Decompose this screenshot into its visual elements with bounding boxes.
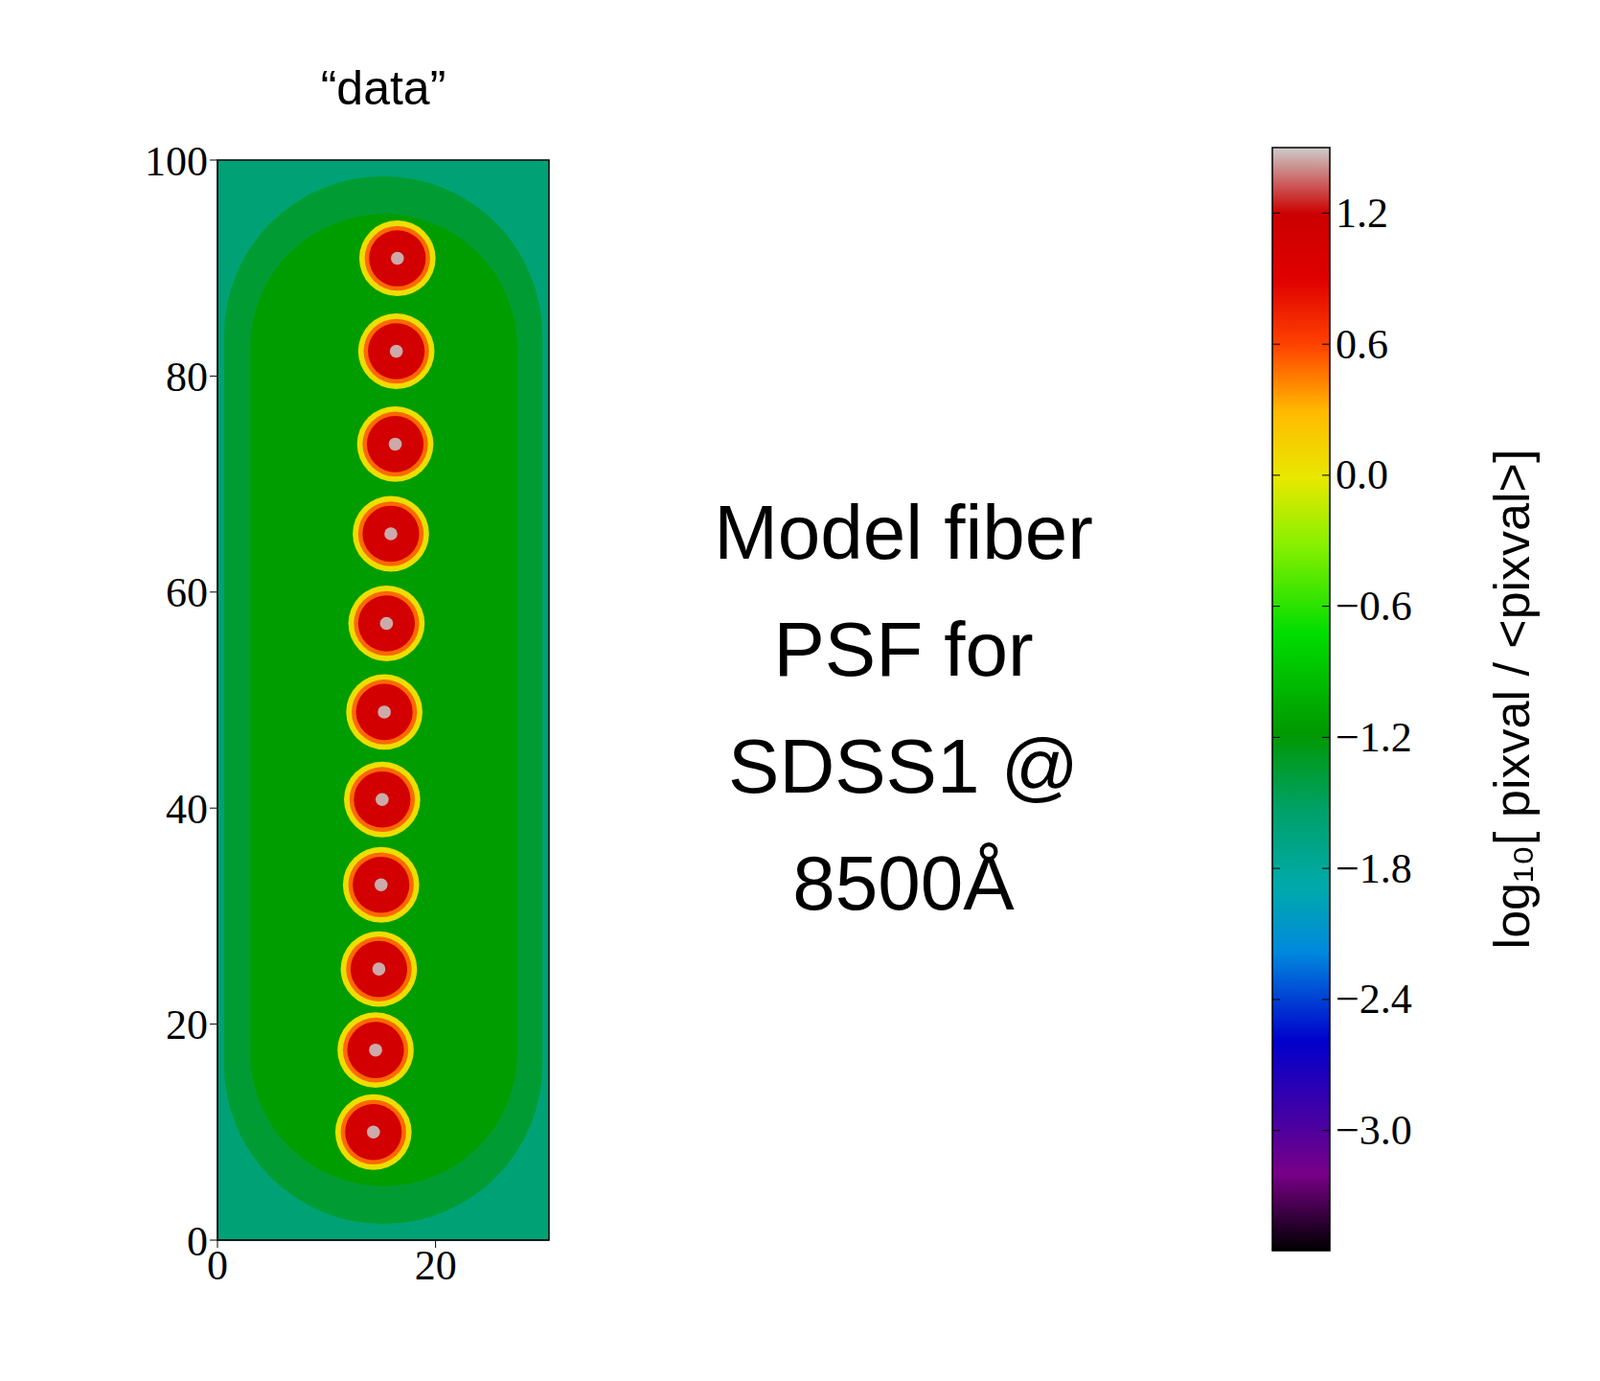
html-text:SDSS1 @: SDSS1 @ — [728, 723, 1079, 809]
svg-text:−0.6: −0.6 — [1335, 582, 1413, 630]
svg-text:−1.8: −1.8 — [1335, 845, 1413, 892]
svg-text:40: 40 — [165, 785, 208, 833]
html-text:PSF for: PSF for — [773, 606, 1034, 692]
svg-text:−2.4: −2.4 — [1335, 975, 1413, 1023]
svg-text:20: 20 — [165, 1001, 208, 1049]
svg-text:−1.2: −1.2 — [1335, 713, 1413, 761]
svg-text:0: 0 — [186, 1217, 208, 1265]
html-text:“data”: “data” — [320, 61, 446, 115]
svg-text:100: 100 — [144, 137, 208, 185]
html-text:8500Å: 8500Å — [792, 840, 1015, 926]
svg-text:20: 20 — [414, 1241, 458, 1289]
svg-text:0.0: 0.0 — [1335, 451, 1389, 499]
svg-text:1.2: 1.2 — [1335, 189, 1389, 237]
svg-text:0: 0 — [206, 1241, 229, 1289]
svg-text:60: 60 — [165, 569, 208, 617]
svg-text:log₁₀[ pixval / <pixval>]: log₁₀[ pixval / <pixval>] — [1484, 449, 1540, 950]
svg-text:0.6: 0.6 — [1335, 320, 1389, 368]
svg-text:80: 80 — [165, 353, 208, 401]
html-text:Model fiber: Model fiber — [713, 489, 1094, 575]
svg-text:−3.0: −3.0 — [1335, 1106, 1413, 1154]
